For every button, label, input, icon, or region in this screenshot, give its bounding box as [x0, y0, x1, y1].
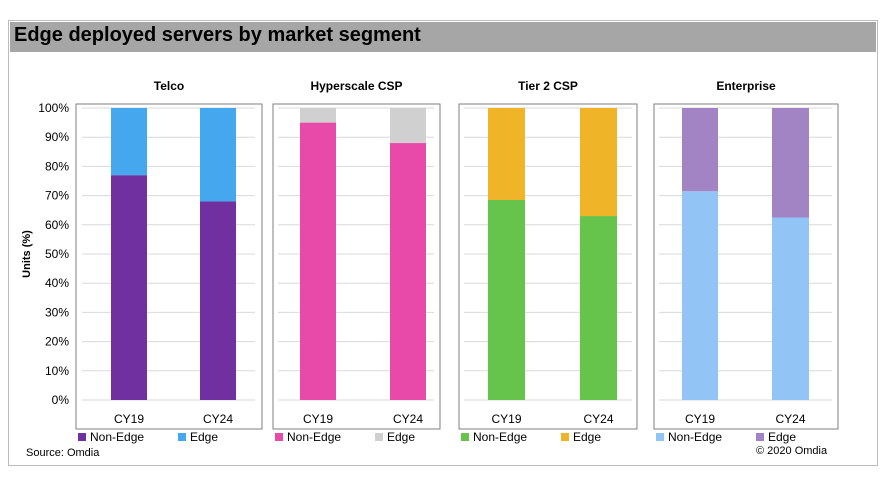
- panel-title: Hyperscale CSP: [310, 79, 402, 93]
- legend-swatch: [756, 433, 764, 441]
- y-tick-label: 20%: [45, 335, 69, 349]
- bar-segment-non-edge: [200, 201, 236, 400]
- y-tick-label: 100%: [38, 101, 69, 115]
- bar-segment-edge: [580, 108, 617, 217]
- chart-title: Edge deployed servers by market segment: [14, 24, 421, 46]
- legend-swatch: [78, 433, 86, 441]
- bar-segment-non-edge: [682, 191, 718, 400]
- x-tick-label: CY24: [775, 412, 805, 426]
- legend-label: Non-Edge: [287, 430, 341, 444]
- x-tick-label: CY24: [393, 412, 423, 426]
- bar-segment-edge: [111, 108, 147, 176]
- source-note: Source: Omdia: [26, 447, 100, 459]
- x-tick-label: CY19: [685, 412, 715, 426]
- bar-segment-edge: [772, 108, 809, 218]
- panel-title: Telco: [154, 79, 184, 93]
- y-tick-label: 0%: [52, 393, 70, 407]
- copyright-note: © 2020 Omdia: [756, 445, 828, 457]
- y-tick-label: 50%: [45, 247, 69, 261]
- legend-label: Edge: [573, 430, 601, 444]
- y-tick-label: 10%: [45, 364, 69, 378]
- legend-swatch: [561, 433, 569, 441]
- bar-segment-edge: [300, 108, 336, 123]
- legend-label: Non-Edge: [668, 430, 722, 444]
- panel-title: Tier 2 CSP: [518, 79, 578, 93]
- y-tick-label: 70%: [45, 189, 69, 203]
- bar-segment-non-edge: [488, 199, 525, 400]
- bar-segment-non-edge: [390, 143, 426, 401]
- bar-segment-non-edge: [111, 175, 147, 400]
- bar-segment-non-edge: [772, 217, 809, 400]
- bar-segment-edge: [488, 108, 525, 200]
- legend-label: Non-Edge: [90, 430, 144, 444]
- y-tick-label: 30%: [45, 305, 69, 319]
- x-tick-label: CY19: [303, 412, 333, 426]
- legend-swatch: [656, 433, 664, 441]
- y-tick-label: 60%: [45, 218, 69, 232]
- legend-swatch: [178, 433, 186, 441]
- legend-label: Edge: [768, 430, 796, 444]
- legend-label: Non-Edge: [473, 430, 527, 444]
- bar-segment-non-edge: [580, 216, 617, 400]
- legend-label: Edge: [387, 430, 415, 444]
- bar-segment-non-edge: [300, 122, 336, 400]
- bar-segment-edge: [200, 108, 236, 202]
- legend-swatch: [275, 433, 283, 441]
- panel-title: Enterprise: [716, 79, 776, 93]
- x-tick-label: CY19: [114, 412, 144, 426]
- x-tick-label: CY24: [583, 412, 613, 426]
- y-axis-label: Units (%): [21, 230, 33, 278]
- x-tick-label: CY19: [491, 412, 521, 426]
- title-bar: [10, 22, 876, 52]
- legend-swatch: [375, 433, 383, 441]
- legend-label: Edge: [190, 430, 218, 444]
- bar-segment-edge: [390, 108, 426, 144]
- bar-segment-edge: [682, 108, 718, 192]
- x-tick-label: CY24: [203, 412, 233, 426]
- legend-swatch: [461, 433, 469, 441]
- panel-frame: [653, 103, 839, 430]
- y-tick-label: 90%: [45, 130, 69, 144]
- y-tick-label: 40%: [45, 276, 69, 290]
- y-tick-label: 80%: [45, 159, 69, 173]
